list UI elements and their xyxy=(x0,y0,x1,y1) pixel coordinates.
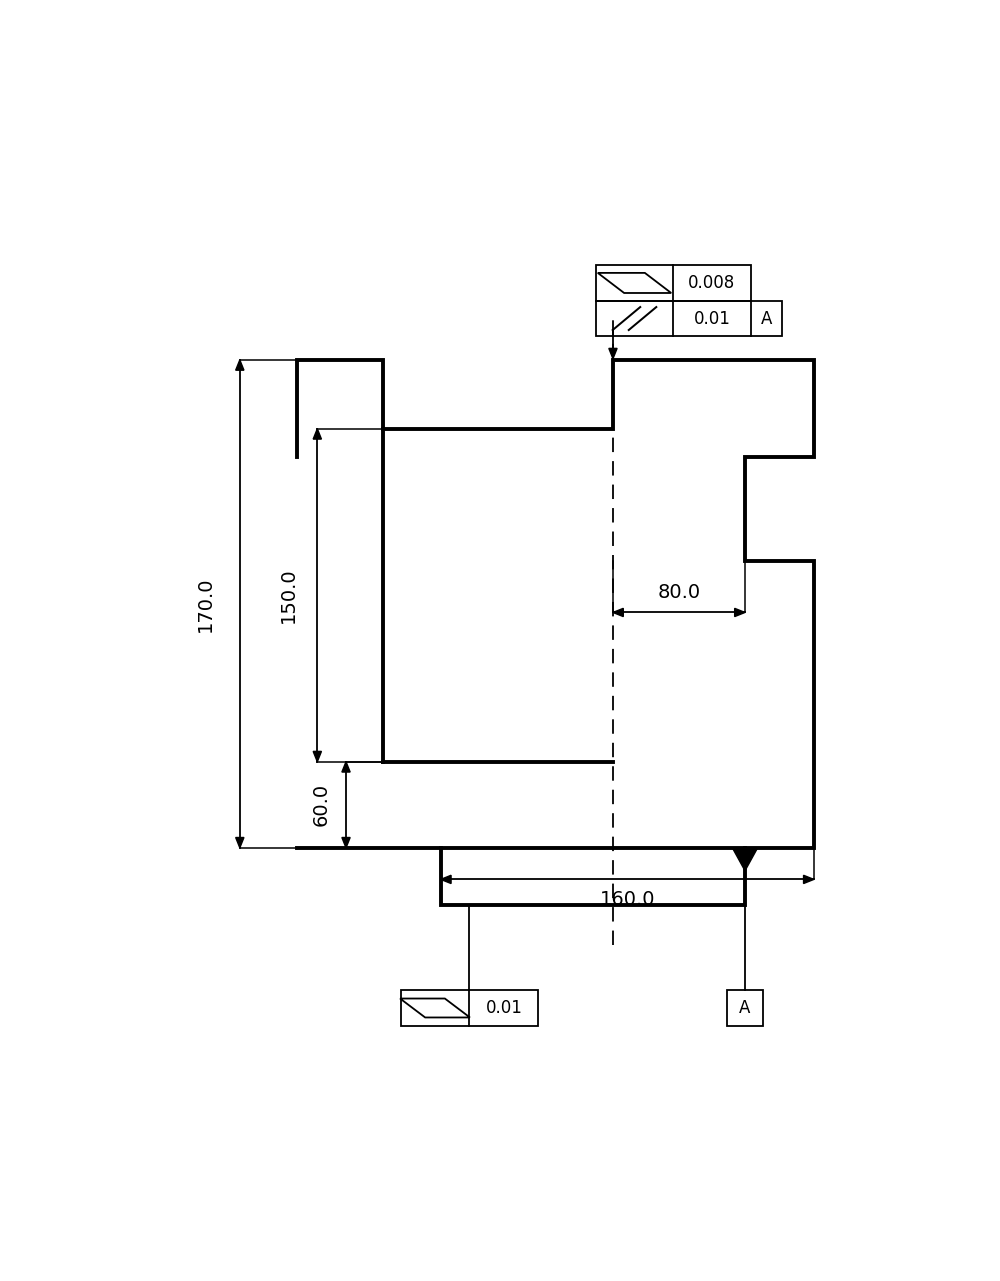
Polygon shape xyxy=(342,838,350,848)
Polygon shape xyxy=(613,608,623,616)
Polygon shape xyxy=(236,838,244,848)
Text: 0.01: 0.01 xyxy=(485,999,522,1017)
Polygon shape xyxy=(236,360,244,370)
Bar xyxy=(727,990,763,1026)
Text: 60.0: 60.0 xyxy=(312,783,331,826)
Polygon shape xyxy=(313,752,321,762)
Text: 160.0: 160.0 xyxy=(600,890,655,910)
Text: 150.0: 150.0 xyxy=(279,567,298,623)
Polygon shape xyxy=(732,848,758,871)
Text: 0.01: 0.01 xyxy=(694,310,730,328)
Polygon shape xyxy=(735,608,745,616)
Text: 80.0: 80.0 xyxy=(657,583,701,602)
Polygon shape xyxy=(441,875,451,884)
Text: 0.008: 0.008 xyxy=(688,274,736,292)
Text: 170.0: 170.0 xyxy=(196,576,215,632)
Polygon shape xyxy=(804,875,814,884)
Polygon shape xyxy=(313,429,321,439)
Text: A: A xyxy=(739,999,751,1017)
Polygon shape xyxy=(609,348,617,359)
Polygon shape xyxy=(342,762,350,772)
Bar xyxy=(596,265,751,301)
Bar xyxy=(401,990,538,1026)
Bar xyxy=(596,301,782,337)
Text: A: A xyxy=(761,310,772,328)
